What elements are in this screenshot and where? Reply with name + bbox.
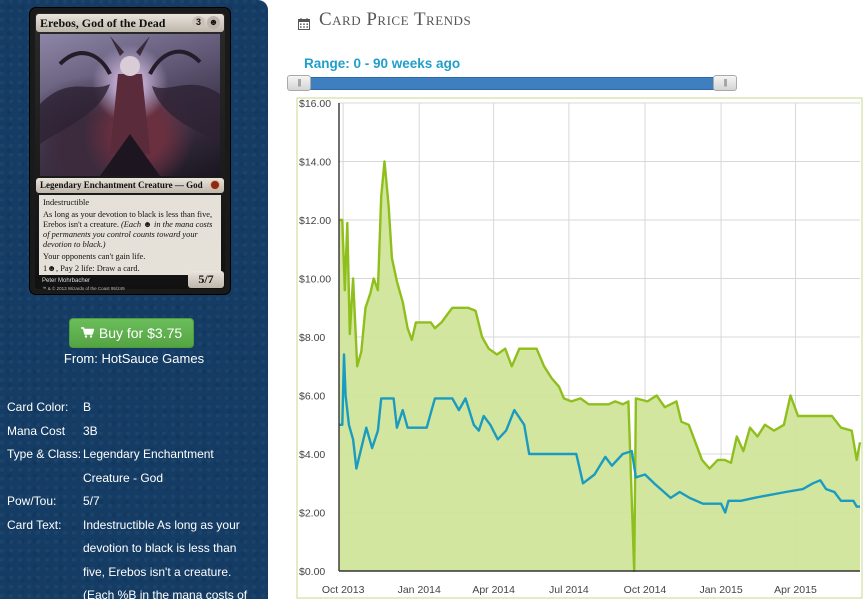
detail-row: Type & Class: Legendary Enchantment [7, 443, 265, 467]
range-label: Range: 0 - 90 weeks ago [304, 56, 461, 71]
card-copyright: ™ & © 2013 Wizards of the Coast 95/249 [42, 286, 125, 291]
x-tick-label: Oct 2014 [624, 584, 667, 596]
detail-row: Pow/Tou: 5/7 [7, 490, 265, 514]
detail-label: Type & Class: [7, 447, 82, 461]
series-0-line [339, 160, 862, 573]
y-tick-label: $14.00 [299, 157, 331, 169]
shopping-cart-icon [80, 319, 95, 347]
rules-line-2: As long as your devotion to black is les… [43, 210, 217, 250]
y-tick-label: $6.00 [299, 391, 325, 403]
card-mana-cost: 3 ☻ [192, 16, 220, 29]
card-artist: Peter Mohrbacher [42, 278, 91, 284]
detail-value: Creature - God [83, 470, 164, 485]
card-name: Erebos, God of the Dead [40, 16, 166, 30]
x-tick-label: Apr 2015 [774, 584, 817, 596]
detail-row: (Each %B in the mana costs of [7, 584, 265, 608]
card-title-bar: Erebos, God of the Dead 3 ☻ [36, 14, 224, 32]
buy-button-label: Buy for $3.75 [98, 325, 183, 341]
black-mana-icon: ☻ [207, 16, 220, 29]
x-tick-label: Oct 2013 [322, 584, 365, 596]
range-slider-track[interactable] [291, 77, 737, 90]
detail-value: B [83, 400, 92, 414]
rules-line-1: Indestructible [43, 198, 90, 207]
detail-row: devotion to black is less than [7, 537, 265, 561]
seller-label: From: HotSauce Games [63, 351, 205, 366]
y-tick-label: $16.00 [299, 98, 331, 110]
y-tick-label: $12.00 [299, 215, 331, 227]
rules-line-3: Your opponents can't gain life. [43, 252, 146, 261]
price-trend-chart: $0.00 $2.00 $4.00 $6.00 $8.00 $10.00 $12.00 $14… [291, 94, 864, 599]
card-power-toughness: 5/7 [188, 271, 224, 288]
detail-row: five, Erebos isn't a creature. [7, 561, 265, 585]
card-art [40, 34, 220, 176]
detail-row: Mana Cost 3B [7, 420, 265, 444]
generic-mana-icon: 3 [192, 16, 205, 29]
detail-value: five, Erebos isn't a creature. [83, 564, 232, 579]
panel-title: Card Price Trends [298, 9, 471, 31]
detail-label [7, 584, 83, 608]
detail-row: Card Text: Indestructible As long as your [7, 514, 265, 538]
x-tick-label: Jul 2014 [549, 584, 589, 596]
rules-reminder: (Each ☻ in the mana costs of permanents … [43, 220, 213, 249]
y-tick-label: $4.00 [299, 449, 325, 461]
x-tick-label: Jan 2014 [398, 584, 441, 596]
rules-line-2-text: As long as your devotion to black is les… [43, 210, 213, 229]
price-chart-svg: $0.00 $2.00 $4.00 $6.00 $8.00 $10.00 $12.00 $14… [296, 97, 863, 599]
card-sidebar: Erebos, God of the Dead 3 ☻ Legendary En… [0, 0, 268, 602]
y-tick-label: $2.00 [299, 508, 325, 520]
range-slider-handle-end[interactable]: ||| [713, 75, 737, 91]
range-slider-handle-start[interactable]: ||| [287, 75, 311, 91]
detail-label [7, 537, 83, 561]
detail-label: Card Text: [7, 517, 62, 532]
series-0-area [339, 161, 860, 571]
detail-value: 3B [83, 423, 98, 438]
detail-value: Indestructible As long as your [83, 517, 240, 532]
y-tick-label: $10.00 [299, 274, 331, 286]
y-tick-label: $8.00 [299, 332, 325, 344]
detail-value: 5/7 [83, 494, 100, 508]
card-type-text: Legendary Enchantment Creature — God [40, 180, 203, 190]
detail-label: Pow/Tou: [7, 494, 57, 508]
y-tick-label: $0.00 [299, 566, 325, 578]
card-rules-text: Indestructible As long as your devotion … [39, 195, 221, 275]
rules-line-4: 1☻, Pay 2 life: Draw a card. [43, 264, 140, 273]
detail-label: Card Color: [7, 400, 69, 414]
detail-label [7, 467, 83, 491]
detail-row: Creature - God [7, 467, 265, 491]
detail-value: (Each %B in the mana costs of [83, 588, 248, 602]
detail-value: devotion to black is less than [83, 541, 237, 555]
set-symbol-icon [210, 180, 220, 190]
panel-title-text: Card Price Trends [319, 9, 472, 30]
x-tick-label: Jan 2015 [699, 584, 742, 596]
buy-button[interactable]: Buy for $3.75 [69, 318, 194, 348]
detail-label: Mana Cost [7, 423, 66, 438]
calendar-icon [298, 14, 310, 30]
card-image: Erebos, God of the Dead 3 ☻ Legendary En… [30, 8, 230, 294]
chart-frame [296, 97, 863, 599]
card-art-illustration [40, 36, 220, 176]
series-1-line [339, 353, 860, 514]
card-type-line: Legendary Enchantment Creature — God [36, 178, 224, 193]
card-details: Card Color: B Mana Cost 3B Type & Class: Lege… [7, 396, 265, 608]
detail-value: Legendary Enchantment [83, 447, 214, 461]
detail-row: Card Color: B [7, 396, 265, 420]
x-tick-label: Apr 2014 [472, 584, 515, 596]
detail-label [7, 561, 83, 585]
